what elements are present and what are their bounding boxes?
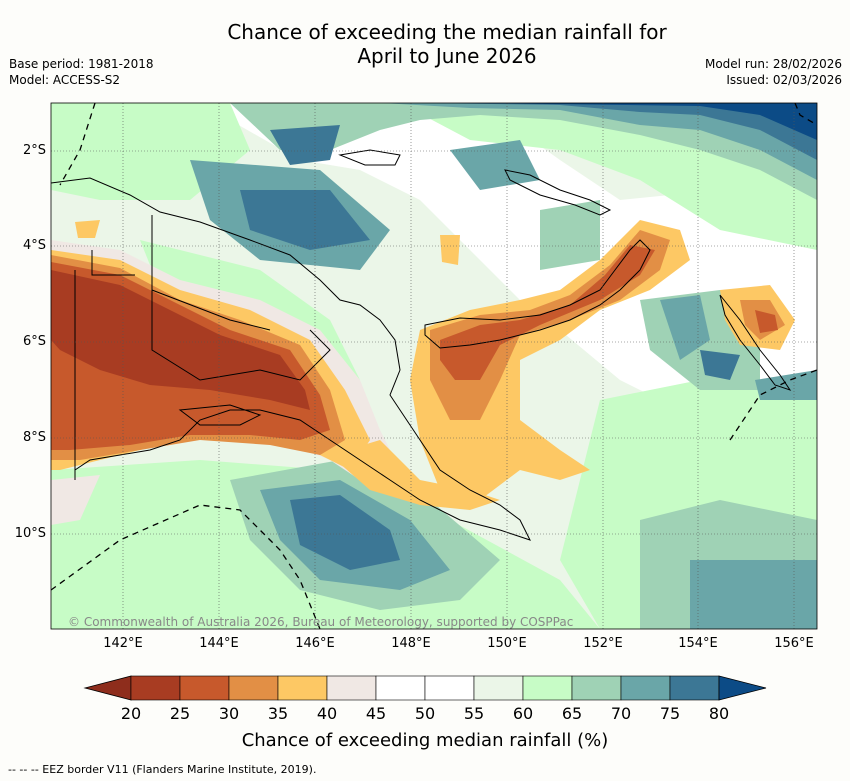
meta-right: Model run: 28/02/2026 Issued: 02/03/2026 xyxy=(705,56,842,88)
base-period: Base period: 1981-2018 xyxy=(9,57,154,71)
colorbar-tick-label: 60 xyxy=(512,704,534,723)
colorbar-swatch xyxy=(571,675,622,701)
colorbar-tick-label: 30 xyxy=(218,704,240,723)
colorbar-swatch xyxy=(522,675,573,701)
colorbar-tick-label: 45 xyxy=(365,704,387,723)
lon-label: 144°E xyxy=(199,636,239,651)
colorbar-tick-label: 70 xyxy=(610,704,632,723)
model-name: Model: ACCESS-S2 xyxy=(9,73,121,87)
meta-left: Base period: 1981-2018 Model: ACCESS-S2 xyxy=(9,56,154,88)
chart-title: Chance of exceeding the median rainfall … xyxy=(0,20,850,68)
eez-footnote: -- -- -- EEZ border V11 (Flanders Marine… xyxy=(8,763,317,776)
colorbar-swatch xyxy=(424,675,475,701)
colorbar xyxy=(83,675,767,701)
colorbar-tick-label: 75 xyxy=(659,704,681,723)
lon-label: 148°E xyxy=(391,636,431,651)
lat-label: 6°S xyxy=(22,334,46,349)
lon-label: 146°E xyxy=(295,636,335,651)
colorbar-tick-label: 80 xyxy=(708,704,730,723)
graticule xyxy=(51,103,817,629)
lat-label: 8°S xyxy=(22,430,46,445)
eez-borders xyxy=(51,103,817,629)
lon-label: 150°E xyxy=(487,636,527,651)
province-borders xyxy=(74,215,331,480)
map-credit: © Commonwealth of Australia 2026, Bureau… xyxy=(68,615,573,629)
map-field xyxy=(51,103,817,629)
colorbar-tick-label: 50 xyxy=(414,704,436,723)
lon-label: 152°E xyxy=(583,636,623,651)
colorbar-tick-label: 65 xyxy=(561,704,583,723)
lat-label: 10°S xyxy=(14,526,46,541)
model-run: Model run: 28/02/2026 xyxy=(704,57,842,71)
title-line-1: Chance of exceeding the median rainfall … xyxy=(227,20,667,44)
colorbar-tick-label: 35 xyxy=(267,704,289,723)
colorbar-swatch xyxy=(130,675,181,701)
colorbar-swatch xyxy=(473,675,524,701)
map-frame xyxy=(50,102,818,630)
colorbar-tick-label: 55 xyxy=(463,704,485,723)
lat-label: 2°S xyxy=(22,143,46,158)
colorbar-tick-label: 20 xyxy=(120,704,142,723)
colorbar-tick-label: 40 xyxy=(316,704,338,723)
colorbar-swatch xyxy=(179,675,230,701)
colorbar-swatch xyxy=(326,675,377,701)
lon-label: 142°E xyxy=(103,636,143,651)
lat-label: 4°S xyxy=(22,238,46,253)
colorbar-tick-label: 25 xyxy=(169,704,191,723)
colorbar-swatch xyxy=(375,675,426,701)
coastlines xyxy=(51,149,792,541)
colorbar-under-arrow xyxy=(83,675,132,701)
title-line-2: April to June 2026 xyxy=(357,44,537,68)
colorbar-title: Chance of exceeding median rainfall (%) xyxy=(241,730,609,751)
colorbar-swatch xyxy=(669,675,720,701)
issued-date: Issued: 02/03/2026 xyxy=(726,73,842,87)
colorbar-swatch xyxy=(277,675,328,701)
lon-label: 154°E xyxy=(678,636,718,651)
colorbar-swatch xyxy=(228,675,279,701)
colorbar-over-arrow xyxy=(718,675,767,701)
lon-label: 156°E xyxy=(774,636,814,651)
colorbar-swatch xyxy=(620,675,671,701)
